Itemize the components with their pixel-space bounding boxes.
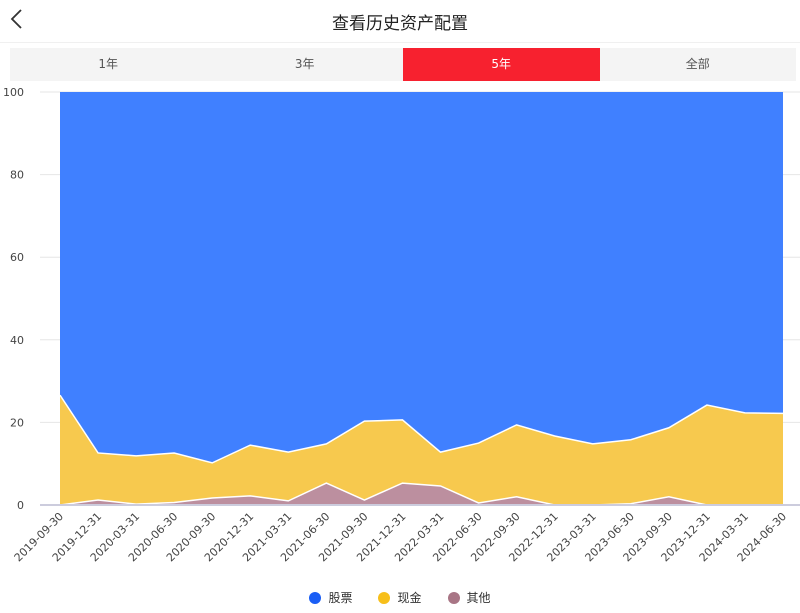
area-series — [60, 92, 783, 463]
header: 查看历史资产配置 — [0, 0, 800, 43]
area-series — [60, 483, 783, 505]
back-button[interactable] — [4, 4, 30, 34]
page-title: 查看历史资产配置 — [332, 14, 468, 34]
tab-3-year[interactable]: 3年 — [294, 57, 315, 71]
tab-5-year[interactable]: 5年 — [403, 48, 600, 81]
legend-dot-icon — [447, 591, 460, 604]
legend-label: 其他 — [466, 591, 491, 605]
tab-1-year[interactable]: 1年 — [98, 57, 119, 71]
chevron-left-icon — [10, 9, 22, 29]
y-tick-label: 100 — [3, 86, 24, 99]
legend-label: 股票 — [328, 591, 353, 605]
y-tick-label: 80 — [10, 169, 24, 182]
y-tick-label: 60 — [10, 251, 24, 264]
stacked-area-chart: 0204060801002019-09-302019-12-312020-03-… — [3, 86, 800, 564]
legend-dot-icon — [378, 591, 391, 604]
y-tick-label: 40 — [10, 334, 24, 347]
y-tick-label: 0 — [17, 499, 24, 512]
legend-item-other[interactable]: 其他 — [447, 589, 491, 606]
legend-dot-icon — [309, 591, 322, 604]
legend-label: 现金 — [397, 591, 422, 605]
period-tabs: 1年 3年 5年 全部 — [10, 48, 796, 81]
y-tick-label: 20 — [10, 416, 24, 429]
legend-item-stock[interactable]: 股票 — [309, 589, 352, 606]
legend-item-cash[interactable]: 现金 — [378, 589, 422, 606]
tab-all[interactable]: 全部 — [685, 57, 710, 71]
series-boundary — [59, 482, 783, 506]
series-boundary — [59, 394, 784, 464]
area-series — [60, 395, 783, 505]
chart-legend: 股票 现金 其他 — [0, 589, 800, 606]
